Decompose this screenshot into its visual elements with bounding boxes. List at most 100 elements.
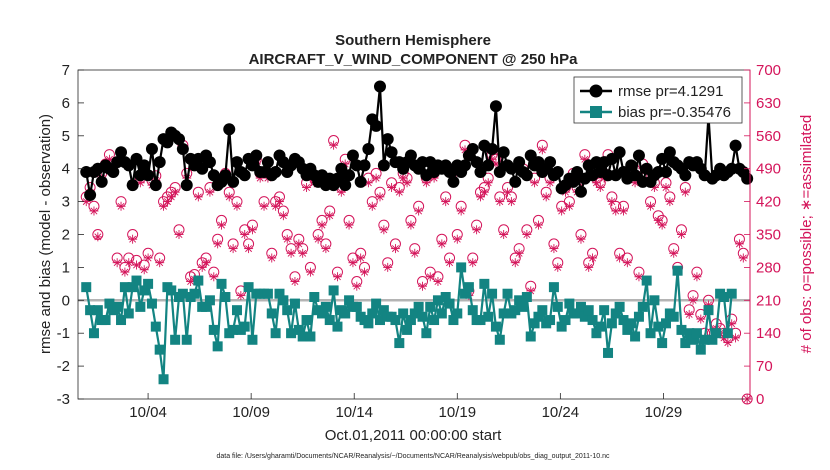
y-tick-label: 0 (62, 292, 70, 309)
obs-assimilated-point (120, 267, 130, 277)
bias-point (417, 311, 428, 322)
obs-assimilated-point (414, 206, 424, 216)
obs-assimilated-point (112, 258, 122, 268)
obs-assimilated-point (530, 178, 540, 188)
bias-point (490, 321, 501, 332)
bias-point (564, 298, 575, 309)
rmse-point (84, 189, 97, 202)
y-tick-label: 5 (62, 128, 70, 145)
obs-assimilated-point (209, 272, 219, 282)
obs-assimilated-point (267, 253, 277, 263)
bias-point (575, 301, 586, 312)
bias-point (212, 341, 223, 352)
legend-rmse-label: rmse pr=4.1291 (618, 83, 723, 100)
bias-point (548, 282, 559, 293)
obs-assimilated-point (236, 291, 246, 301)
obs-assimilated-point (298, 248, 308, 258)
bias-point (583, 305, 594, 316)
obs-assimilated-point (155, 258, 165, 268)
y-tick-label: -3 (57, 391, 70, 408)
bias-point (371, 298, 382, 309)
bias-point (622, 324, 633, 335)
bias-point (552, 301, 563, 312)
bias-point (154, 344, 165, 355)
bias-point (402, 324, 413, 335)
obs-assimilated-point (692, 272, 702, 282)
rmse-point (663, 146, 676, 159)
bias-point (691, 328, 702, 339)
bias-point (645, 328, 656, 339)
bias-point (320, 301, 331, 312)
obs-assimilated-point (665, 197, 675, 207)
bias-point (502, 288, 513, 299)
bias-point (170, 334, 181, 345)
obs-assimilated-point (224, 192, 234, 202)
obs-assimilated-point (406, 220, 416, 230)
obs-assimilated-point (441, 197, 451, 207)
bias-point (591, 328, 602, 339)
obs-assimilated-point (170, 187, 180, 197)
obs-assimilated-point (433, 277, 443, 286)
bias-point (525, 331, 536, 342)
obs-assimilated-point (522, 230, 532, 239)
rmse-point (223, 123, 236, 136)
bias-point (726, 288, 737, 299)
bias-point (483, 311, 494, 322)
obs-assimilated-point (452, 234, 462, 244)
rmse-point (230, 156, 243, 169)
obs-assimilated-point (533, 220, 543, 230)
obs-assimilated-point (723, 338, 733, 348)
bias-point (278, 295, 289, 306)
bias-point (436, 308, 447, 319)
bias-point (610, 308, 621, 319)
rmse-point (509, 175, 522, 188)
bias-point (409, 308, 420, 319)
rmse-point (176, 142, 189, 155)
y-tick-label: 6 (62, 95, 70, 112)
rmse-point (497, 146, 510, 159)
bias-point (394, 338, 405, 349)
obs-assimilated-point (472, 225, 482, 235)
bias-point (344, 295, 355, 306)
rmse-point (741, 172, 754, 185)
obs-assimilated-point (201, 258, 211, 268)
obs-assimilated-point (205, 187, 215, 197)
obs-assimilated-point (247, 225, 257, 235)
obs-assimilated-point (356, 253, 366, 263)
footnote: data file: /Users/gharamti/Documents/NCA… (216, 453, 610, 460)
bias-point (529, 318, 540, 329)
obs-assimilated-point (321, 244, 331, 254)
bias-point (150, 321, 161, 332)
bias-point (181, 334, 192, 345)
obs-assimilated-point (669, 248, 679, 258)
obs-assimilated-point (317, 220, 327, 230)
rmse-point (149, 179, 162, 192)
obs-assimilated-point (684, 309, 694, 319)
obs-assimilated-point (240, 230, 250, 239)
legend-bias-label: bias pr=-0.35476 (618, 104, 731, 121)
rmse-point (370, 119, 383, 132)
obs-assimilated-point (329, 140, 339, 150)
rmse-point (567, 175, 580, 188)
bias-point (363, 318, 374, 329)
obs-assimilated-point (495, 197, 505, 207)
bias-point (722, 328, 733, 339)
bias-point (216, 278, 227, 289)
rmse-point (227, 175, 240, 188)
obs-assimilated-point (537, 145, 547, 155)
bias-point (390, 315, 401, 326)
obs-assimilated-point (680, 187, 690, 197)
bias-point (661, 318, 671, 329)
bias-point (405, 315, 416, 326)
bias-point (467, 305, 478, 316)
bias-point (340, 308, 351, 319)
obs-assimilated-point (282, 234, 292, 244)
bias-point (653, 321, 664, 332)
obs-assimilated-point (564, 201, 574, 211)
obs-assimilated-point (445, 258, 455, 268)
bias-point (243, 282, 254, 293)
obs-assimilated-point (696, 314, 706, 324)
obs-assimilated-point (162, 197, 172, 207)
rmse-point (551, 165, 564, 178)
obs-assimilated-point (271, 201, 281, 211)
